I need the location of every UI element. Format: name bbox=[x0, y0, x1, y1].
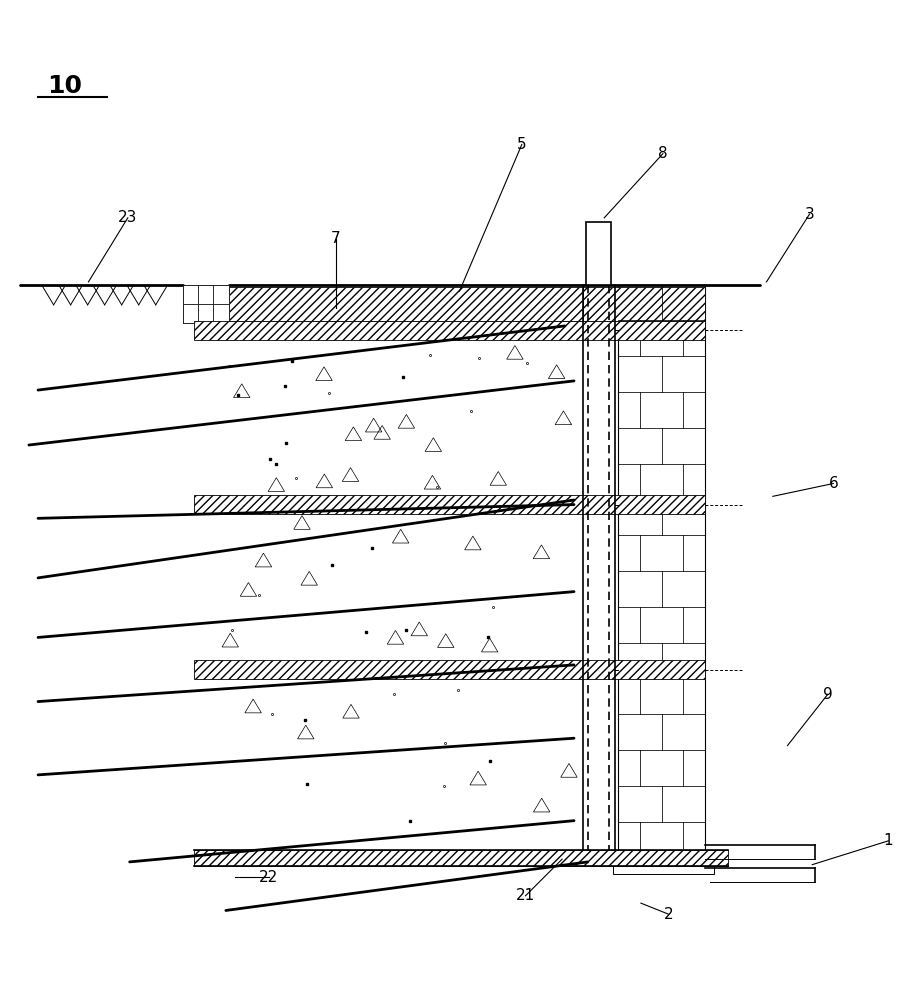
Bar bbox=[194, 850, 728, 866]
Bar bbox=[213, 304, 229, 323]
Text: 5: 5 bbox=[517, 137, 527, 152]
Bar bbox=[194, 321, 705, 340]
Bar bbox=[613, 866, 714, 874]
Bar bbox=[199, 304, 213, 323]
Text: 7: 7 bbox=[331, 231, 341, 246]
Bar bbox=[213, 285, 229, 304]
Bar bbox=[199, 285, 213, 304]
Bar bbox=[194, 660, 705, 679]
Bar bbox=[618, 285, 705, 857]
Bar bbox=[183, 304, 199, 323]
Bar bbox=[194, 495, 705, 514]
Text: 8: 8 bbox=[658, 146, 668, 161]
Text: 6: 6 bbox=[828, 476, 838, 491]
Text: 9: 9 bbox=[823, 687, 833, 702]
Text: 22: 22 bbox=[259, 870, 278, 885]
Bar bbox=[183, 285, 229, 323]
Bar bbox=[194, 287, 584, 321]
Text: 2: 2 bbox=[664, 907, 674, 922]
Bar bbox=[584, 287, 705, 321]
Text: 10: 10 bbox=[47, 74, 82, 98]
Text: 3: 3 bbox=[805, 207, 814, 222]
Text: 23: 23 bbox=[119, 210, 138, 225]
Bar bbox=[183, 285, 199, 304]
Bar bbox=[586, 222, 611, 285]
Text: 21: 21 bbox=[516, 888, 535, 903]
Text: 1: 1 bbox=[883, 833, 893, 848]
